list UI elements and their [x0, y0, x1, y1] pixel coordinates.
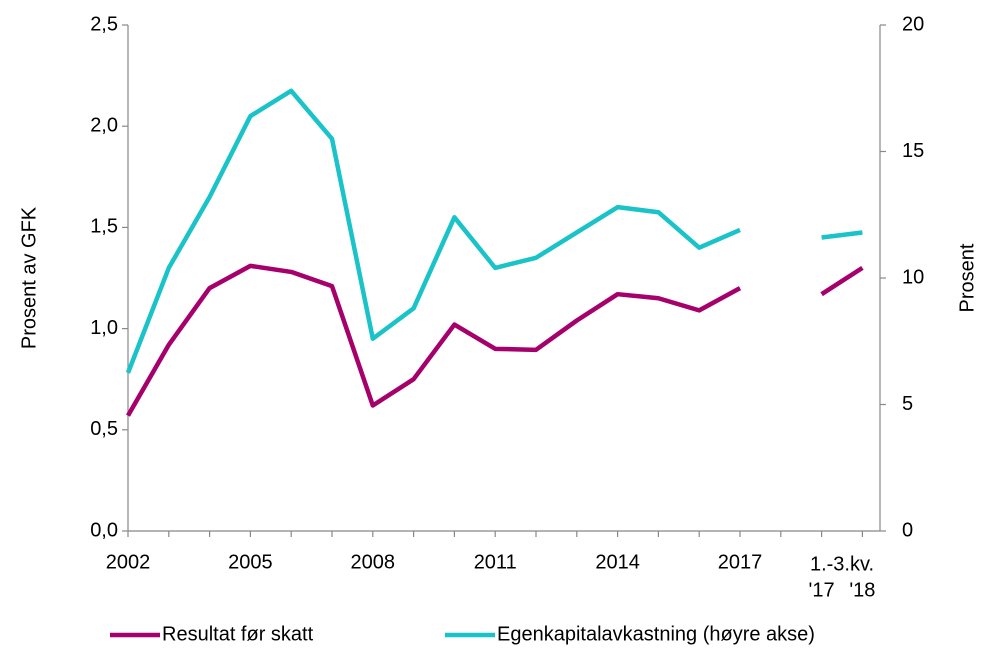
y-tick-label: 0,5: [90, 418, 118, 440]
legend-label: Egenkapitalavkastning (høyre akse): [497, 623, 815, 645]
y2-tick-label: 5: [902, 393, 913, 415]
y-tick-label: 1,0: [90, 317, 118, 339]
y-axis-label: Prosent av GFK: [18, 206, 40, 349]
x-tick-label: 2005: [228, 551, 273, 573]
x-tick-label: 2017: [718, 551, 763, 573]
y-tick-label: 0,0: [90, 519, 118, 541]
y2-axis-label: Prosent: [956, 243, 978, 312]
x-tick-label: '17: [809, 579, 835, 601]
y-tick-label: 2,5: [90, 13, 118, 35]
x-tick-label: 2014: [595, 551, 640, 573]
x-tick-label: 2011: [474, 551, 517, 573]
group-label: 1.-3.kv.: [810, 553, 874, 575]
x-tick-label: '18: [849, 579, 875, 601]
line-series: [126, 263, 864, 417]
y2-tick-label: 10: [902, 266, 924, 288]
x-tick-label: 2008: [351, 551, 396, 573]
y-tick-label: 2,0: [90, 114, 118, 136]
y2-tick-label: 0: [902, 519, 913, 541]
x-tick-label: 2002: [106, 551, 151, 573]
y2-tick-label: 20: [902, 13, 924, 35]
y2-tick-label: 15: [902, 140, 924, 162]
legend-label: Resultat før skatt: [162, 623, 314, 645]
line-series: [125, 88, 863, 374]
y-tick-label: 1,5: [90, 216, 118, 238]
